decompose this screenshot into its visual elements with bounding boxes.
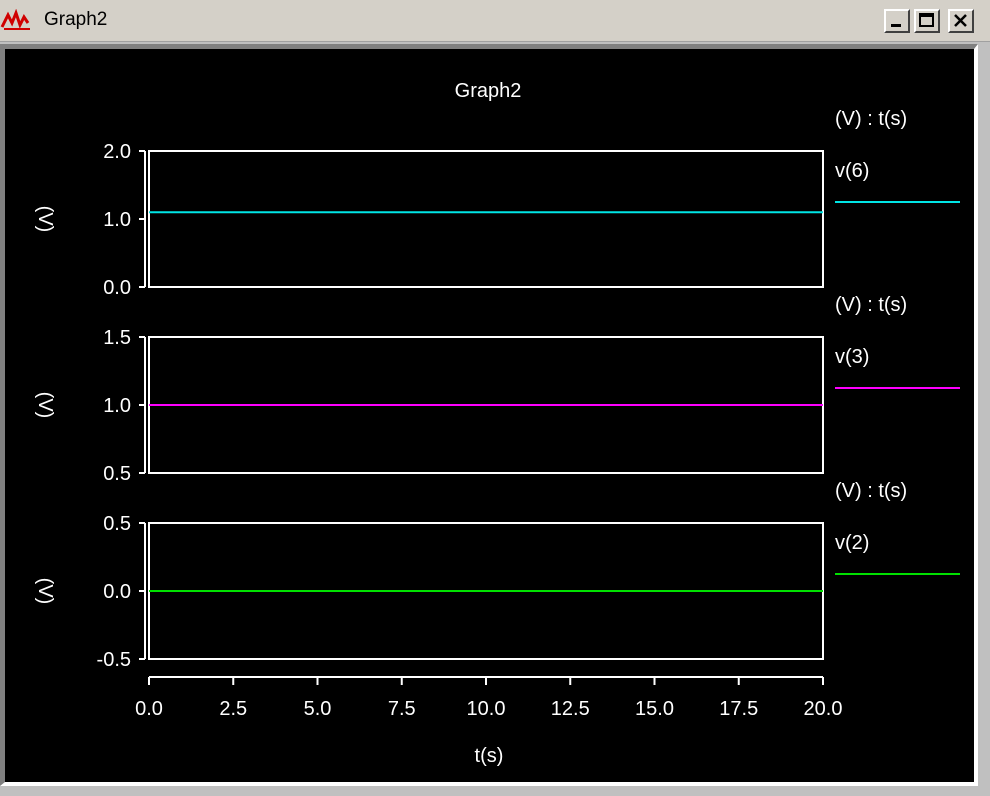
- maximize-icon: [919, 13, 934, 27]
- y-tick-label: 2.0: [103, 141, 131, 163]
- y-axis-label: (V): [34, 206, 56, 233]
- panel-frame: [148, 150, 824, 288]
- y-tick-label: -0.5: [97, 649, 131, 671]
- x-tick-label: 2.5: [219, 698, 247, 720]
- legend-header: (V) : t(s): [835, 294, 907, 316]
- x-axis-label: t(s): [475, 745, 504, 767]
- close-icon: [954, 14, 967, 27]
- minimize-icon: [891, 24, 901, 27]
- window-title: Graph2: [44, 9, 108, 30]
- x-tick-label: 20.0: [804, 698, 843, 720]
- y-tick-label: 1.5: [103, 327, 131, 349]
- y-tick-label: 0.0: [103, 277, 131, 299]
- x-tick-label: 17.5: [719, 698, 758, 720]
- chart-title: Graph2: [455, 80, 522, 102]
- plot-area: Graph2 2.0 1.0 0.0 (V) (V) : t(s) v(6) 1.5 1.0 0…: [0, 44, 978, 786]
- y-axis-label: (V): [34, 392, 56, 419]
- x-tick-label: 0.0: [135, 698, 163, 720]
- y-tick-label: 0.5: [103, 513, 131, 535]
- y-tick-label: 0.5: [103, 463, 131, 485]
- y-axis-label: (V): [34, 578, 56, 605]
- x-tick-label: 7.5: [388, 698, 416, 720]
- legend-label: v(3): [835, 346, 869, 368]
- y-tick-label: 1.0: [103, 395, 131, 417]
- title-bar[interactable]: Graph2: [0, 0, 990, 42]
- x-tick-label: 10.0: [467, 698, 506, 720]
- close-button[interactable]: [948, 9, 974, 33]
- maximize-button[interactable]: [914, 9, 940, 33]
- chart-panel: 0.5 0.0 -0.5 (V) (V) : t(s) v(2): [34, 480, 960, 671]
- minimize-button[interactable]: [884, 9, 910, 33]
- analog-waveform-icon: [0, 9, 30, 30]
- panels-group: 2.0 1.0 0.0 (V) (V) : t(s) v(6) 1.5 1.0 0.5 (V) (V…: [34, 108, 960, 671]
- legend-label: v(2): [835, 532, 869, 554]
- graph-canvas: Graph2 2.0 1.0 0.0 (V) (V) : t(s) v(6) 1.5 1.0 0…: [34, 80, 960, 767]
- x-tick-label: 15.0: [635, 698, 674, 720]
- x-axis: 0.0 2.5 5.0 7.5 10.0 12.5 15.0 17.5 20.0: [135, 676, 843, 720]
- x-tick-label: 12.5: [551, 698, 590, 720]
- chart-panel: 1.5 1.0 0.5 (V) (V) : t(s) v(3): [34, 294, 960, 485]
- x-tick-label: 5.0: [304, 698, 332, 720]
- legend-header: (V) : t(s): [835, 108, 907, 130]
- y-tick-label: 1.0: [103, 209, 131, 231]
- chart-panel: 2.0 1.0 0.0 (V) (V) : t(s) v(6): [34, 108, 960, 299]
- legend-label: v(6): [835, 160, 869, 182]
- legend-header: (V) : t(s): [835, 480, 907, 502]
- y-tick-label: 0.0: [103, 581, 131, 603]
